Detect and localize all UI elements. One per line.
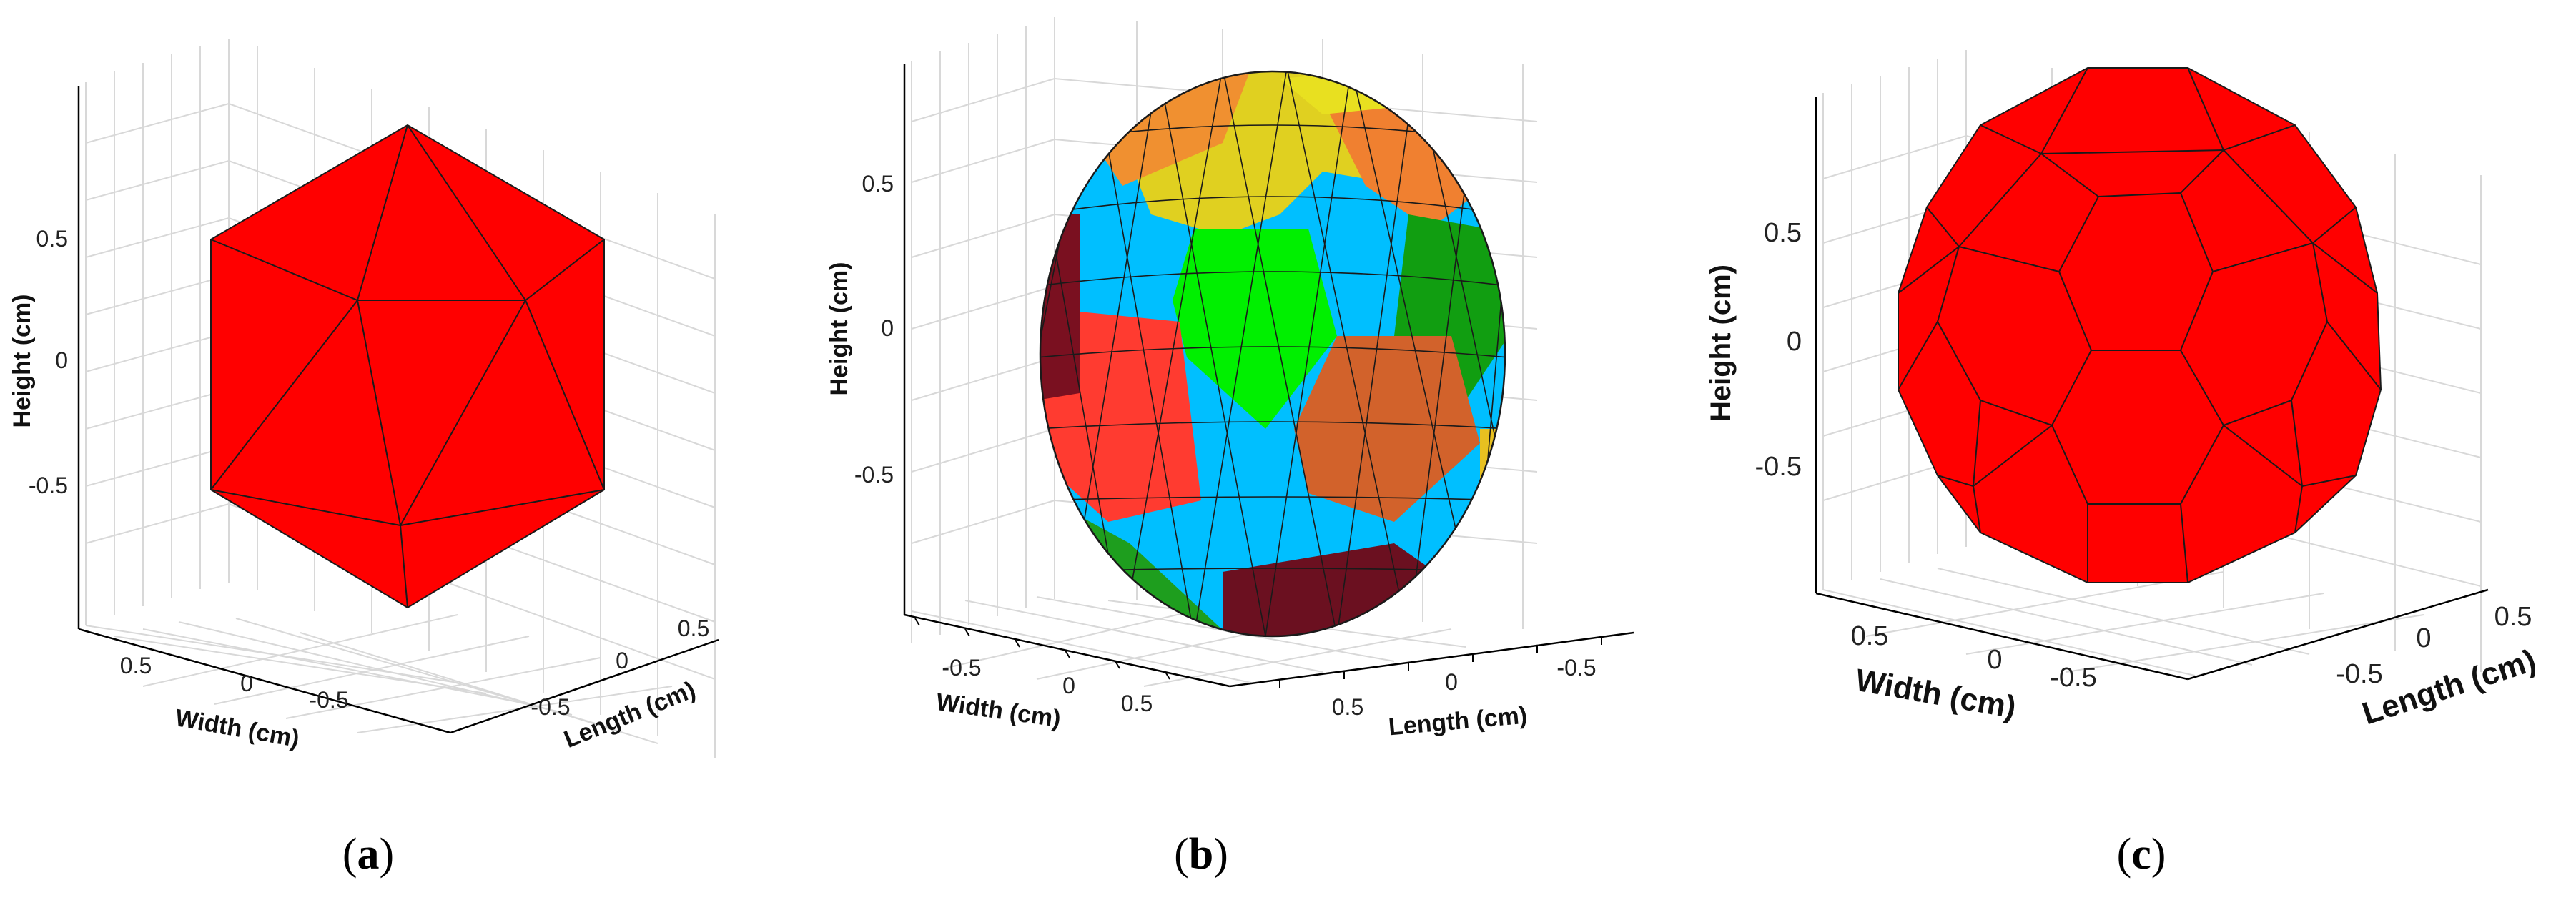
- panel-a-xlabel: Width (cm): [173, 704, 301, 753]
- panel-b-ylabel: Length (cm): [1387, 702, 1528, 741]
- panel-b-zlabel: Height (cm): [826, 262, 853, 396]
- panel-a-x-axis-line: [78, 628, 451, 734]
- panel-b-x-axis-line: [904, 613, 1230, 688]
- panel-c-truncated-icosahedron-silhouette: [1898, 67, 2382, 583]
- panel-c-xticklabel: 0.5: [1851, 621, 1889, 651]
- panel-b-tick-marks: [914, 618, 1602, 688]
- panel-a-yticklabel: 0: [616, 648, 628, 673]
- panel-b-xticklabel: -0.5: [942, 655, 981, 681]
- panel-a-icosahedron: 0.5 0 -0.5 Height (cm) 0.5 0 -0.5 Width …: [0, 0, 822, 905]
- panel-a-caption: (a): [342, 830, 395, 879]
- panel-a-plot: 0.5 0 -0.5 Height (cm) 0.5 0 -0.5 Width …: [9, 39, 719, 758]
- panel-b-xticklabel: 0: [1062, 673, 1075, 698]
- panel-b-sphere: [1039, 70, 1506, 638]
- panel-c-zticklabel: -0.5: [1755, 452, 1802, 482]
- panel-a-zticklabel: -0.5: [29, 473, 68, 498]
- panel-c-truncated-icosahedron-edges: [1898, 67, 2382, 583]
- panel-c-truncated-icosahedron: 0.5 0 -0.5 Height (cm) 0.5 0 -0.5 Width …: [1680, 0, 2576, 905]
- panel-c-ylabel: Length (cm): [2358, 643, 2540, 731]
- panel-c-caption: (c): [2116, 830, 2166, 879]
- panel-b-yticklabel: -0.5: [1556, 655, 1596, 681]
- panel-b-xticklabel: 0.5: [1121, 691, 1153, 716]
- panel-a-zlabel: Height (cm): [9, 295, 36, 428]
- panel-c-yticklabel: 0: [2416, 623, 2431, 653]
- panel-b-yticklabel: 0: [1445, 669, 1458, 695]
- panel-b-caption: (b): [1174, 830, 1228, 879]
- panel-b-zticklabel: -0.5: [854, 462, 894, 488]
- panel-c-x-axis-line: [1815, 592, 2188, 681]
- panel-b-xlabel: Width (cm): [934, 688, 1062, 733]
- panel-a-yticklabel: -0.5: [531, 694, 570, 720]
- panel-b-geodesic-sphere: 0.5 0 -0.5 Height (cm) -0.5 0 0.5 Width …: [822, 0, 1680, 905]
- panel-a-xticklabel: 0: [240, 671, 253, 696]
- panel-b-caption-letter: b: [1188, 830, 1214, 879]
- panel-b-yticklabel: 0.5: [1332, 694, 1363, 720]
- panel-c-zticklabel: 0.5: [1764, 218, 1802, 248]
- panel-c-yticklabel: 0.5: [2494, 602, 2532, 632]
- panel-a-xticklabel: 0.5: [120, 653, 152, 678]
- panel-b-y-axis-line: [1229, 631, 1634, 688]
- panel-a-zticklabel: 0.5: [36, 226, 68, 252]
- panel-c-zlabel: Height (cm): [1705, 264, 1737, 422]
- panel-a-icosahedron-edges: [210, 124, 605, 608]
- panel-c-zticklabel: 0: [1787, 327, 1802, 357]
- panel-c-xticklabel: -0.5: [2050, 663, 2096, 693]
- panel-a-yticklabel: 0.5: [678, 615, 709, 641]
- panel-c-xticklabel: 0: [1987, 645, 2002, 675]
- panel-c-y-axis-line: [2187, 588, 2489, 681]
- panel-a-xticklabel: -0.5: [309, 687, 348, 713]
- panel-b-zticklabel: 0: [881, 315, 894, 341]
- panel-b-plot: 0.5 0 -0.5 Height (cm) -0.5 0 0.5 Width …: [826, 17, 1634, 741]
- panel-a-y-axis-line: [450, 638, 719, 734]
- panel-a-zticklabel: 0: [55, 347, 68, 373]
- panel-c-plot: 0.5 0 -0.5 Height (cm) 0.5 0 -0.5 Width …: [1705, 50, 2540, 731]
- panel-c-caption-letter: c: [2131, 830, 2151, 879]
- panel-a-caption-letter: a: [357, 830, 380, 879]
- panel-c-yticklabel: -0.5: [2336, 659, 2382, 689]
- panel-b-zticklabel: 0.5: [862, 171, 894, 197]
- panel-a-icosahedron-silhouette: [210, 124, 605, 609]
